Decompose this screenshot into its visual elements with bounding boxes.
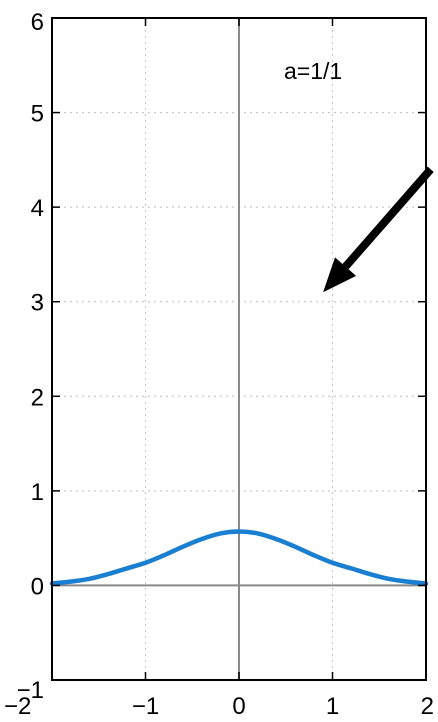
x-tick-label-1: −1	[132, 693, 159, 720]
series-layer	[49, 529, 429, 586]
y-tick-label-7: 6	[31, 9, 44, 36]
x-tick-label-2: 0	[232, 693, 245, 720]
y-tick-label-4: 3	[31, 290, 44, 317]
y-tick-label-3: 2	[31, 384, 44, 411]
series-line-0	[49, 529, 429, 586]
x-tick-label-3: 1	[326, 693, 339, 720]
y-tick-label-2: 1	[31, 479, 44, 506]
y-tick-label-6: 5	[31, 101, 44, 128]
annotation-label: a=1/1	[284, 58, 342, 84]
y-tick-label-5: 4	[31, 195, 44, 222]
arrow-head	[323, 257, 357, 293]
y-tick-label-0: −1	[17, 677, 44, 704]
zero-axes	[52, 18, 426, 680]
x-tick-label-0: −2	[4, 693, 31, 720]
y-tick-label-1: 0	[31, 573, 44, 600]
annotations: a=1/1	[284, 58, 342, 84]
pointer-arrow	[323, 166, 434, 293]
arrow-shaft	[342, 166, 434, 270]
x-tick-label-4: 2	[421, 693, 434, 720]
